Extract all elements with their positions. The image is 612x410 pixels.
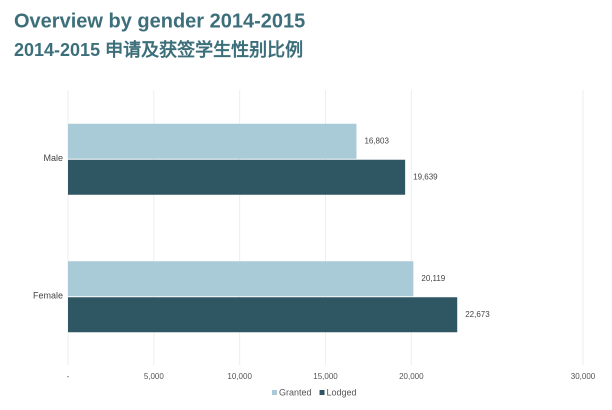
value-label: 22,673 [465,310,490,319]
bar [68,123,357,159]
category-label: Male [43,153,63,163]
value-label: 20,119 [421,274,445,283]
legend-label: Lodged [327,387,357,397]
bar [68,297,458,333]
value-label: 16,803 [364,136,389,145]
x-tick-label: 10,000 [227,372,252,381]
x-tick-label: 30,000 [571,372,596,381]
x-tick-label: 15,000 [313,372,338,381]
x-tick-label: 20,000 [399,372,424,381]
chart-title: Overview by gender 2014-2015 [14,10,305,32]
value-label: 19,639 [413,172,438,181]
x-tick-label: 5,000 [144,372,165,381]
bar [68,261,414,297]
legend-label: Granted [279,387,312,397]
chart-subtitle: 2014-2015 申请及获签学生性别比例 [14,39,303,60]
bar [68,159,406,195]
x-tick-label: - [67,372,70,381]
category-label: Female [33,291,63,301]
legend-swatch [272,390,277,395]
legend-swatch [319,390,325,395]
